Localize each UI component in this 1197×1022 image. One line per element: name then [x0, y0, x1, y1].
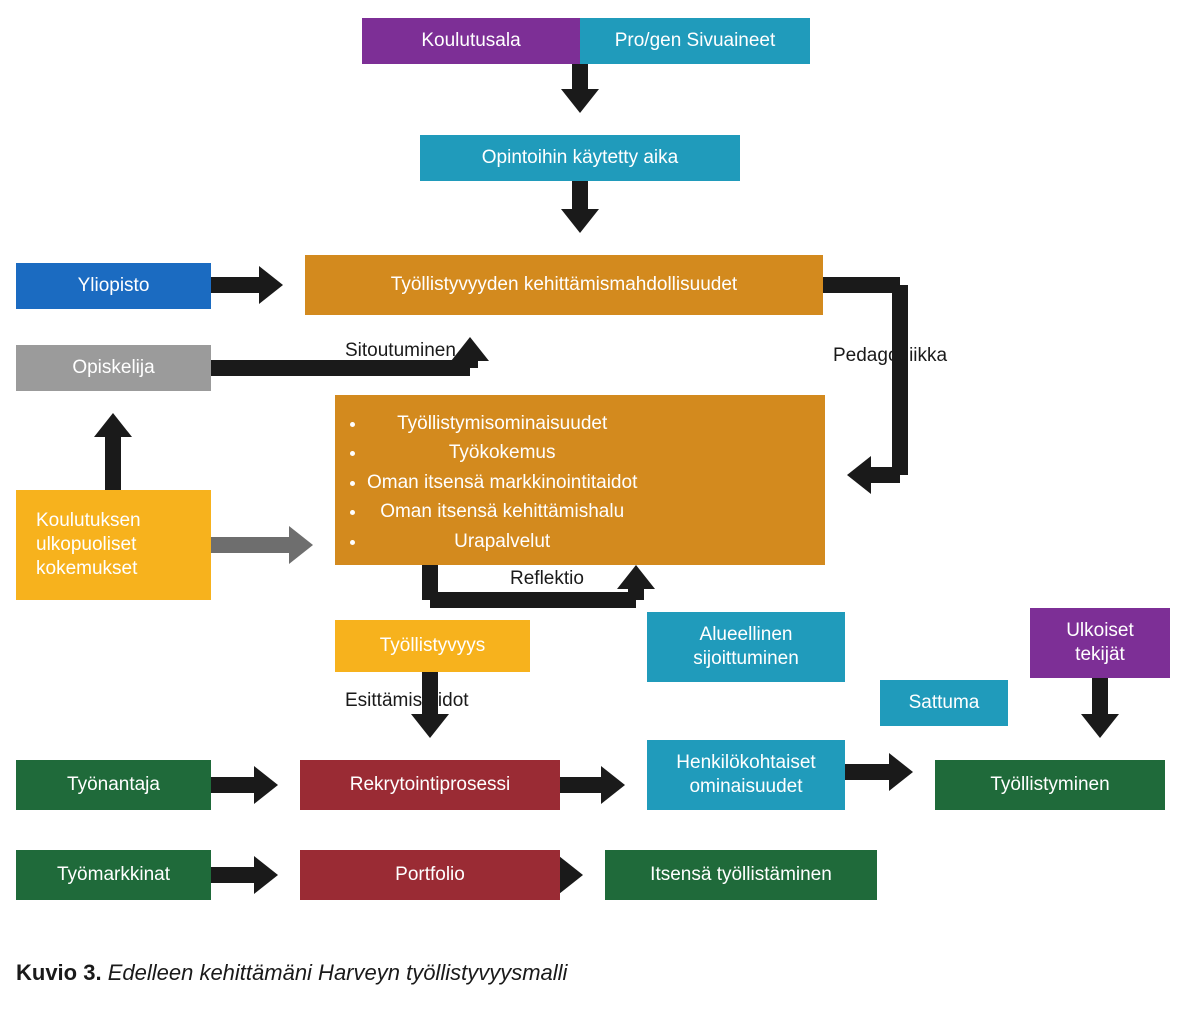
node-alueellinen: Alueellinen sijoittuminen: [647, 612, 845, 682]
node-koulutusala: Koulutusala: [362, 18, 580, 64]
caption-bold: Kuvio 3.: [16, 960, 102, 985]
node-ominaisuudet-list: TyöllistymisominaisuudetTyökokemusOman i…: [345, 409, 637, 556]
edge-label-pedagogiikka: Pedagogiikka: [833, 345, 947, 367]
node-ulkopuoliset: Koulutuksen ulkopuoliset kokemukset: [16, 490, 211, 600]
node-kehitysmahd: Työllistyvyyden kehittämismahdollisuudet: [305, 255, 823, 315]
node-sattuma: Sattuma: [880, 680, 1008, 726]
node-tyonantaja: Työnantaja: [16, 760, 211, 810]
node-yliopisto: Yliopisto: [16, 263, 211, 309]
diagram-stage: Kuvio 3. Edelleen kehittämäni Harveyn ty…: [0, 0, 1197, 1022]
node-itsensa: Itsensä työllistäminen: [605, 850, 877, 900]
node-ulkoiset: Ulkoiset tekijät: [1030, 608, 1170, 678]
bullet-ominaisuudet-0: Työllistymisominaisuudet: [367, 409, 637, 438]
edge-label-reflektio: Reflektio: [510, 568, 584, 590]
node-ominaisuudet: TyöllistymisominaisuudetTyökokemusOman i…: [335, 395, 825, 565]
node-portfolio: Portfolio: [300, 850, 560, 900]
bullet-ominaisuudet-1: Työkokemus: [367, 438, 637, 467]
figure-caption: Kuvio 3. Edelleen kehittämäni Harveyn ty…: [16, 960, 567, 986]
caption-italic: Edelleen kehittämäni Harveyn työllistyvy…: [108, 960, 568, 985]
node-opintoaika: Opintoihin käytetty aika: [420, 135, 740, 181]
node-tyollistyvyys: Työllistyvyys: [335, 620, 530, 672]
node-henkkoht: Henkilökohtaiset ominaisuudet: [647, 740, 845, 810]
node-tyomarkkinat: Työmarkkinat: [16, 850, 211, 900]
node-opiskelija: Opiskelija: [16, 345, 211, 391]
node-tyollistyminen: Työllistyminen: [935, 760, 1165, 810]
bullet-ominaisuudet-2: Oman itsensä markkinointitaidot: [367, 468, 637, 497]
node-rekry: Rekrytointiprosessi: [300, 760, 560, 810]
edge-label-esittamistaidot: Esittämistaidot: [345, 690, 469, 712]
edge-label-sitoutuminen: Sitoutuminen: [345, 340, 456, 362]
bullet-ominaisuudet-3: Oman itsensä kehittämishalu: [367, 497, 637, 526]
node-sivuaineet: Pro/gen Sivuaineet: [580, 18, 810, 64]
bullet-ominaisuudet-4: Urapalvelut: [367, 527, 637, 556]
